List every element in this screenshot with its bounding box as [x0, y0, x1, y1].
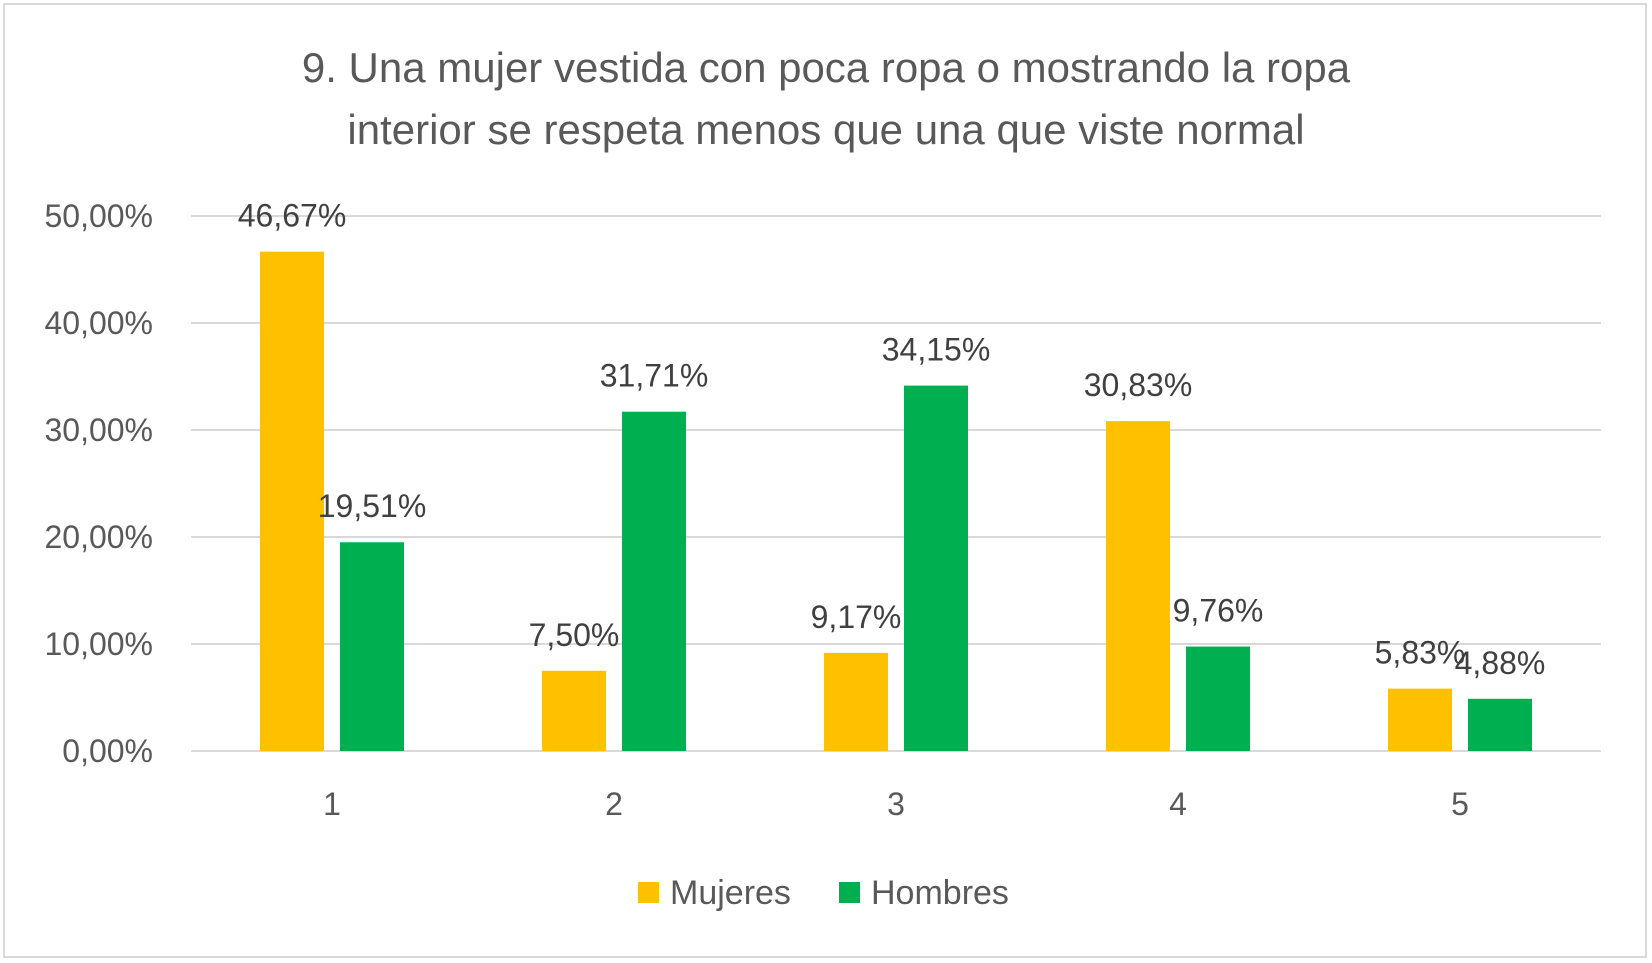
- bars: [260, 251, 1532, 752]
- x-axis: 1 2 3 4 5: [323, 786, 1469, 822]
- legend-label-hombres: Hombres: [871, 874, 1009, 912]
- x-tick-label: 4: [1169, 786, 1187, 822]
- legend-swatch-hombres: [839, 882, 860, 903]
- bar-mujeres-3: [824, 652, 888, 751]
- legend-label-mujeres: Mujeres: [670, 874, 791, 912]
- chart-title: 9. Una mujer vestida con poca ropa o mos…: [302, 44, 1351, 153]
- bar-hombres-5: [1468, 698, 1532, 751]
- x-tick-label: 2: [605, 786, 623, 822]
- data-label: 34,15%: [882, 332, 991, 368]
- chart-title-line-1: 9. Una mujer vestida con poca ropa o mos…: [302, 44, 1351, 91]
- x-tick-label: 1: [323, 786, 341, 822]
- bar-mujeres-4: [1106, 421, 1170, 751]
- bar-mujeres-2: [542, 670, 606, 751]
- y-axis: 0,00% 10,00% 20,00% 30,00% 40,00% 50,00%: [44, 198, 153, 769]
- y-tick-label: 40,00%: [44, 305, 153, 341]
- legend-swatch-mujeres: [638, 882, 659, 903]
- y-tick-label: 10,00%: [44, 626, 153, 662]
- bar-mujeres-5: [1388, 688, 1452, 751]
- bar-hombres-2: [622, 411, 686, 751]
- data-label: 46,67%: [238, 198, 347, 234]
- data-label: 5,83%: [1375, 635, 1466, 671]
- data-label: 31,71%: [600, 358, 709, 394]
- data-label: 19,51%: [318, 488, 427, 524]
- bar-hombres-3: [904, 385, 968, 751]
- chart-title-line-2: interior se respeta menos que una que vi…: [347, 106, 1304, 153]
- gridlines: [191, 215, 1601, 752]
- legend: Mujeres Hombres: [638, 874, 1009, 912]
- bar-hombres-4: [1186, 646, 1250, 751]
- data-label: 9,76%: [1173, 593, 1264, 629]
- data-label: 4,88%: [1455, 645, 1546, 681]
- data-label: 7,50%: [529, 617, 620, 653]
- x-tick-label: 3: [887, 786, 905, 822]
- bar-mujeres-1: [260, 251, 324, 752]
- data-label: 9,17%: [811, 599, 902, 635]
- y-tick-label: 0,00%: [62, 733, 153, 769]
- data-label: 30,83%: [1084, 367, 1193, 403]
- data-labels: 46,67% 7,50% 9,17% 30,83% 5,83% 19,51% 31,71% 3…: [238, 198, 1546, 681]
- y-tick-label: 30,00%: [44, 412, 153, 448]
- x-tick-label: 5: [1451, 786, 1469, 822]
- bar-hombres-1: [340, 542, 404, 751]
- y-tick-label: 20,00%: [44, 519, 153, 555]
- y-tick-label: 50,00%: [44, 198, 153, 234]
